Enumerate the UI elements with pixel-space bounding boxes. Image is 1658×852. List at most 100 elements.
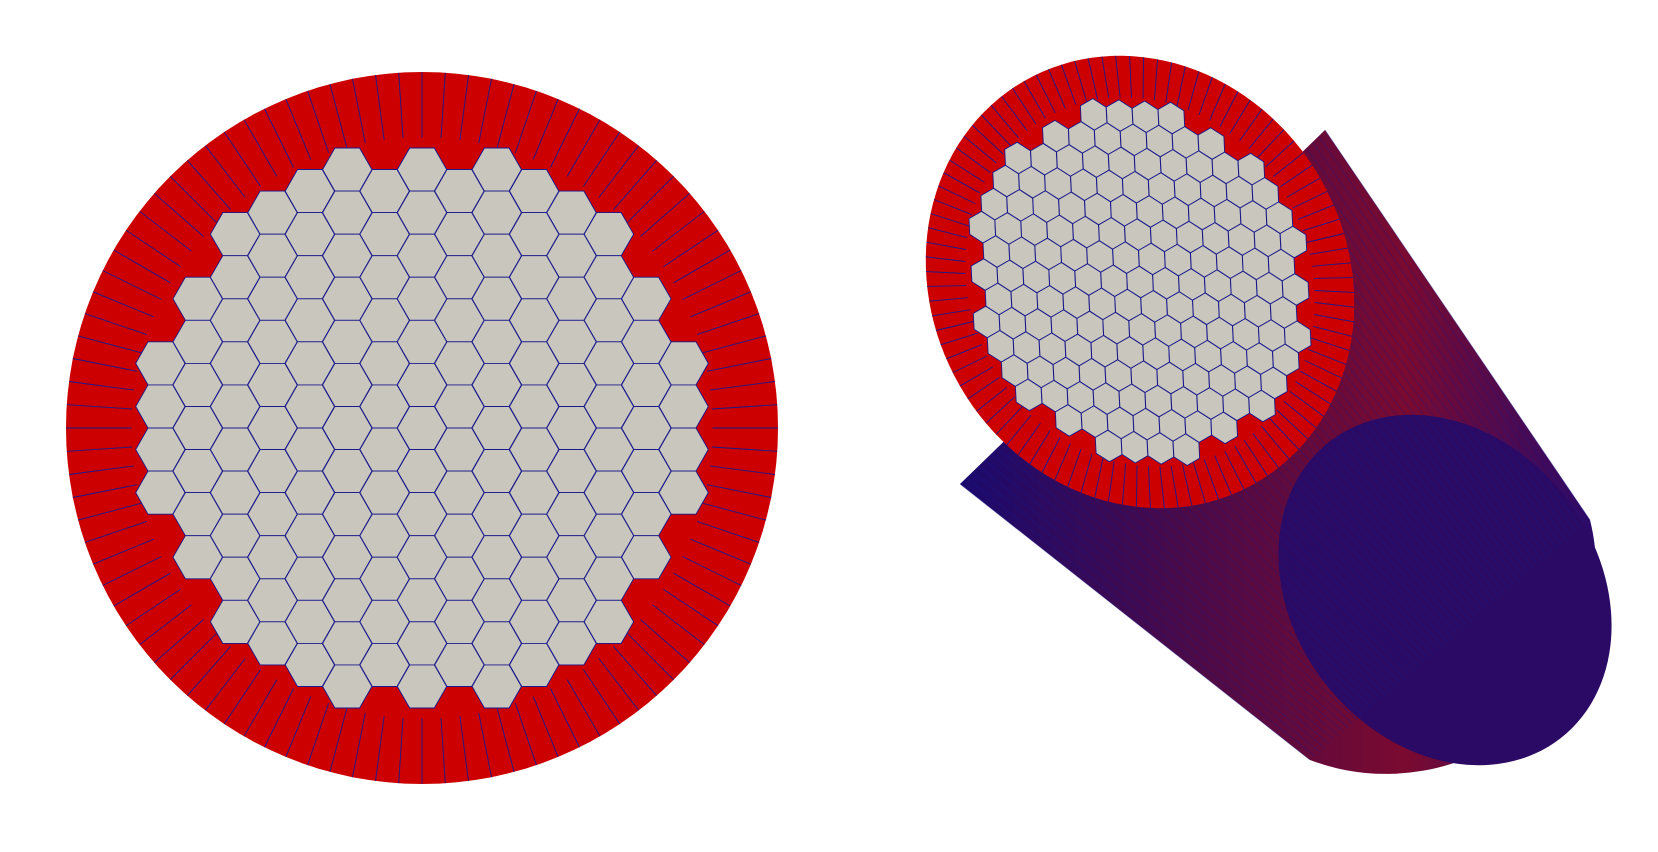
radial-edge [68, 381, 135, 391]
radial-edge [1006, 414, 1032, 446]
radial-edge [1261, 425, 1290, 460]
radial-edge [169, 175, 217, 223]
radial-edge [1115, 55, 1121, 98]
perspective-view-panel [925, 55, 1612, 774]
radial-edge [1252, 433, 1279, 468]
side-mesh-line [1324, 129, 1591, 521]
radial-edge [976, 387, 1007, 412]
radial-edge [352, 712, 366, 778]
radial-edge [532, 696, 559, 758]
hex-core [968, 97, 1312, 467]
radial-edge [940, 332, 978, 346]
radial-edge [1203, 459, 1220, 500]
radial-edge [66, 404, 133, 410]
radial-edge [1229, 99, 1251, 134]
hex-cell [471, 664, 522, 709]
radial-edge [154, 619, 204, 664]
radial-edge [598, 145, 640, 198]
radial-edge [550, 688, 580, 748]
radial-edge [933, 199, 973, 216]
radial-edge [696, 520, 760, 543]
radial-edge [613, 160, 658, 210]
radial-edge [949, 159, 985, 183]
radial-edge [204, 658, 246, 711]
radial-edge [440, 717, 446, 784]
radial-edge [1219, 91, 1239, 127]
radial-edge [971, 124, 1004, 155]
radial-edge [1054, 443, 1071, 481]
radial-edge [640, 619, 690, 664]
radial-edge [995, 406, 1023, 435]
radial-edge [459, 74, 469, 141]
radial-edge [967, 377, 1000, 400]
radial-edge [1265, 140, 1295, 168]
radial-edge [72, 484, 138, 498]
radial-edge [1121, 463, 1127, 505]
side-mesh-line [1318, 135, 1586, 525]
radial-edge [673, 249, 731, 284]
radial-edge [929, 297, 969, 302]
radial-edge [1060, 64, 1077, 105]
radial-edge [682, 270, 742, 300]
radial-edge [1067, 448, 1082, 487]
radial-edge [1314, 314, 1354, 323]
radial-edge [478, 712, 492, 778]
radial-edge [307, 90, 330, 154]
radial-edge [113, 249, 171, 284]
side-mesh-line [996, 447, 1339, 736]
radial-edge [926, 241, 966, 250]
hex-cell [1210, 411, 1238, 445]
radial-edge [243, 119, 278, 177]
radial-edge [550, 108, 580, 168]
radial-edge [711, 446, 778, 452]
radial-edge [1012, 88, 1037, 125]
radial-edge [264, 688, 294, 748]
radial-edge [1313, 277, 1353, 279]
radial-edge [566, 679, 601, 737]
radial-edge [139, 210, 192, 252]
radial-edge [1312, 325, 1353, 337]
cylinder-bottom [1278, 414, 1612, 766]
radial-edge [1307, 348, 1347, 365]
radial-edge [375, 715, 385, 782]
radial-edge [932, 309, 971, 317]
radial-edge [690, 291, 752, 318]
radial-edge [532, 98, 559, 160]
radial-edge [1159, 466, 1165, 509]
radial-edge [925, 256, 966, 262]
radial-edge [264, 108, 294, 168]
radial-edge [1314, 290, 1355, 293]
radial-edge [1243, 439, 1268, 476]
radial-edge [459, 715, 469, 782]
radial-edge [1192, 462, 1206, 504]
radial-edge [1257, 129, 1285, 158]
radial-edge [652, 210, 705, 252]
radial-edge [68, 465, 135, 475]
radial-edge [566, 119, 601, 177]
radial-edge [1035, 74, 1056, 114]
radial-edge [329, 83, 348, 148]
radial-edge [329, 708, 348, 773]
radial-edge [640, 192, 690, 237]
radial-edge [1181, 464, 1193, 506]
radial-edge [1234, 445, 1257, 484]
radial-edge [927, 227, 968, 239]
radial-edge [990, 104, 1019, 139]
radial-edge [696, 313, 760, 336]
radial-edge [1087, 58, 1099, 100]
radial-edge [307, 702, 330, 766]
radial-edge [959, 366, 994, 387]
side-mesh-line [1299, 153, 1572, 537]
radial-edge [1269, 418, 1300, 450]
radial-edge [627, 633, 675, 681]
radial-edge [1209, 83, 1226, 121]
radial-edge [1170, 465, 1179, 508]
boundary-layer-edges [66, 72, 778, 784]
hex-cell [1272, 343, 1300, 377]
radial-edge [709, 465, 776, 475]
radial-edge [352, 78, 366, 144]
radial-edge [1165, 62, 1173, 103]
radial-edge [1029, 430, 1051, 465]
radial-edge [77, 502, 142, 521]
